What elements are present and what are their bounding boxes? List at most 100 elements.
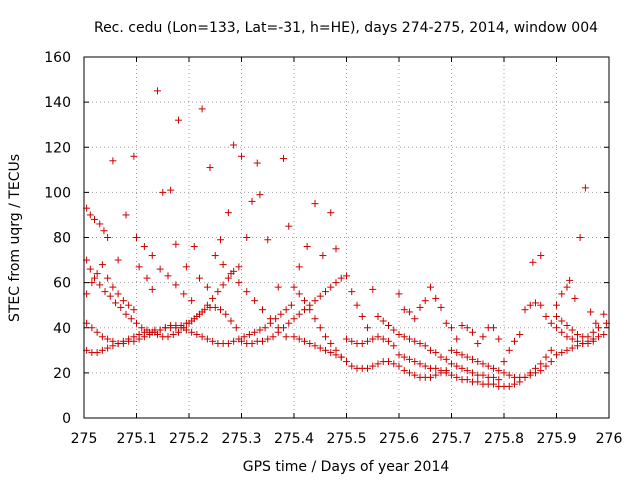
data-point-marker xyxy=(119,297,127,305)
data-point-marker xyxy=(547,319,555,327)
data-point-marker xyxy=(390,326,398,334)
data-point-marker xyxy=(167,186,175,194)
data-point-marker xyxy=(280,324,287,332)
data-point-marker xyxy=(256,191,264,199)
data-point-marker xyxy=(600,331,608,339)
data-point-marker xyxy=(563,333,571,341)
data-point-marker xyxy=(193,312,201,320)
data-point-marker xyxy=(230,337,238,345)
data-point-marker xyxy=(406,369,413,377)
data-point-marker xyxy=(230,141,238,149)
data-point-marker xyxy=(316,344,324,352)
data-point-marker xyxy=(88,279,96,287)
data-point-marker xyxy=(337,353,345,361)
data-point-marker xyxy=(282,306,290,314)
data-point-marker xyxy=(400,306,408,314)
data-point-marker xyxy=(146,328,154,336)
data-point-marker xyxy=(442,369,450,377)
data-point-marker xyxy=(182,263,190,271)
data-point-marker xyxy=(516,331,524,339)
data-point-marker xyxy=(196,274,203,282)
data-point-marker xyxy=(154,87,161,95)
data-point-marker xyxy=(563,321,571,329)
grid-lines xyxy=(84,57,609,418)
data-point-marker xyxy=(219,261,227,269)
data-point-marker xyxy=(421,297,429,305)
data-point-marker xyxy=(91,215,98,223)
data-point-marker xyxy=(211,303,219,311)
data-point-marker xyxy=(547,358,555,366)
data-point-marker xyxy=(542,353,550,361)
data-point-marker xyxy=(595,324,602,332)
data-point-marker xyxy=(104,234,112,241)
data-point-marker xyxy=(114,256,122,264)
data-point-marker xyxy=(553,301,560,309)
x-tick-label: 275.9 xyxy=(536,431,576,447)
data-point-marker xyxy=(458,321,466,329)
data-point-marker xyxy=(416,340,424,348)
data-point-marker xyxy=(135,263,143,271)
data-point-marker xyxy=(311,342,319,350)
data-point-marker xyxy=(251,328,259,336)
data-point-marker xyxy=(148,285,156,293)
data-point-marker xyxy=(235,279,243,287)
data-point-marker xyxy=(469,328,476,336)
data-point-marker xyxy=(566,276,574,284)
data-point-marker xyxy=(332,245,340,253)
data-point-marker xyxy=(209,337,217,345)
data-point-marker xyxy=(109,342,117,350)
data-point-marker xyxy=(322,346,329,354)
data-point-marker xyxy=(385,358,392,366)
data-point-marker xyxy=(390,360,398,368)
data-point-marker xyxy=(369,285,377,293)
data-point-marker xyxy=(122,211,130,219)
x-tick-label: 275.1 xyxy=(116,431,156,447)
data-point-marker xyxy=(463,367,471,375)
data-point-marker xyxy=(243,288,251,296)
data-point-marker xyxy=(175,328,182,336)
data-point-marker xyxy=(282,333,290,341)
data-point-marker xyxy=(172,324,180,332)
data-point-marker xyxy=(264,236,272,244)
data-point-marker xyxy=(172,281,180,289)
data-point-marker xyxy=(219,281,227,289)
data-point-marker xyxy=(453,349,461,357)
data-point-marker xyxy=(248,340,256,348)
data-point-marker xyxy=(190,243,198,251)
data-point-marker xyxy=(353,301,361,309)
y-tick-label: 0 xyxy=(62,411,71,427)
data-point-marker xyxy=(224,340,232,348)
data-point-marker xyxy=(140,243,148,251)
data-point-marker xyxy=(568,335,576,343)
data-point-marker xyxy=(311,297,319,305)
data-point-marker xyxy=(463,324,471,332)
data-point-marker xyxy=(437,367,445,375)
data-point-marker xyxy=(532,299,539,307)
data-point-marker xyxy=(579,340,587,348)
data-point-marker xyxy=(319,252,327,260)
data-point-marker xyxy=(177,321,185,329)
data-point-marker xyxy=(135,331,143,339)
data-point-marker xyxy=(93,270,101,278)
data-point-marker xyxy=(395,362,403,370)
data-point-marker xyxy=(390,342,398,350)
data-point-marker xyxy=(188,328,196,336)
data-point-marker xyxy=(148,252,156,260)
data-point-marker xyxy=(505,382,513,390)
data-point-marker xyxy=(125,335,133,343)
data-point-marker xyxy=(453,335,461,343)
data-point-marker xyxy=(280,155,287,163)
data-point-marker xyxy=(106,292,114,300)
data-point-marker xyxy=(521,306,529,314)
data-point-marker xyxy=(96,220,104,228)
data-point-marker xyxy=(448,360,455,368)
data-point-marker xyxy=(374,312,382,320)
data-point-marker xyxy=(235,263,243,271)
data-point-marker xyxy=(400,333,408,341)
data-point-marker xyxy=(295,335,303,343)
data-point-marker xyxy=(248,197,256,205)
data-point-marker xyxy=(358,312,366,320)
data-point-marker xyxy=(458,364,466,372)
data-point-marker xyxy=(245,331,253,339)
data-point-marker xyxy=(600,310,608,318)
